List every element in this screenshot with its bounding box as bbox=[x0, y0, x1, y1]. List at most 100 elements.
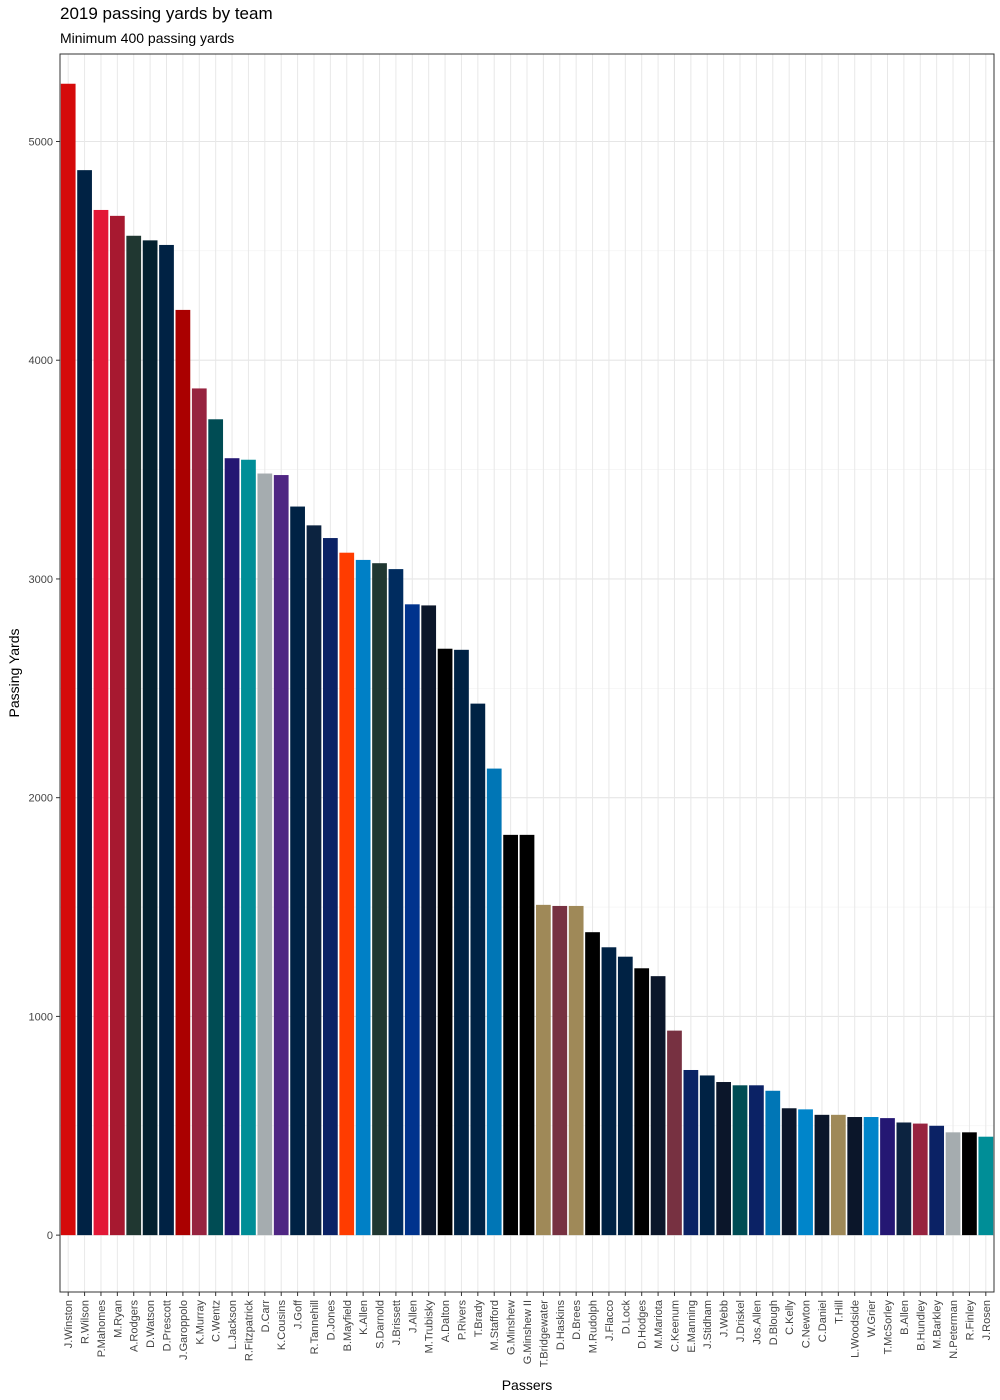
x-tick-label: J.Rosen bbox=[981, 1300, 993, 1340]
bar-k-murray bbox=[191, 388, 207, 1236]
bar-b-hundley bbox=[912, 1123, 928, 1236]
chart-subtitle: Minimum 400 passing yards bbox=[60, 30, 235, 46]
bar-k-allen bbox=[355, 559, 371, 1236]
x-tick-label: Jos.Allen bbox=[751, 1300, 763, 1345]
bar-m-rudolph bbox=[585, 932, 600, 1236]
bar-d-lock bbox=[617, 956, 633, 1236]
x-tick-label: J.Brissett bbox=[391, 1300, 403, 1345]
x-tick-label: R.Wilson bbox=[80, 1300, 92, 1344]
bar-m-stafford bbox=[486, 768, 502, 1236]
x-tick-label: R.Fitzpatrick bbox=[243, 1300, 255, 1362]
y-tick-label: 1000 bbox=[29, 1011, 53, 1023]
bar-c-wentz bbox=[208, 419, 224, 1236]
x-tick-label: D.Haskins bbox=[555, 1300, 567, 1351]
x-tick-label: C.Daniel bbox=[817, 1300, 829, 1342]
x-tick-label: T.McSorley bbox=[882, 1300, 894, 1355]
bar-j-goff bbox=[290, 506, 305, 1236]
x-tick-label: M.Trubisky bbox=[424, 1300, 436, 1354]
y-tick-label: 0 bbox=[47, 1230, 53, 1242]
bar-e-manning bbox=[683, 1069, 699, 1236]
x-tick-label: B.Allen bbox=[899, 1300, 911, 1335]
x-tick-label: N.Peterman bbox=[948, 1300, 960, 1359]
bar-j-winston bbox=[60, 83, 76, 1236]
bar-b-allen bbox=[896, 1122, 912, 1236]
y-tick-label: 3000 bbox=[29, 574, 53, 586]
bar-j-flacco bbox=[601, 947, 617, 1236]
x-tick-label: T.Brady bbox=[473, 1300, 485, 1338]
x-tick-label: J.Winston bbox=[63, 1300, 75, 1348]
bar-k-cousins bbox=[273, 475, 289, 1236]
bar-g-minshew bbox=[503, 834, 518, 1236]
bar-s-darnold bbox=[372, 563, 387, 1236]
x-tick-label: E.Manning bbox=[686, 1300, 698, 1353]
x-tick-label: P.Mahomes bbox=[96, 1300, 108, 1358]
x-tick-label: W.Grier bbox=[866, 1300, 878, 1338]
bar-c-daniel bbox=[814, 1114, 830, 1236]
bar-j-webb bbox=[716, 1082, 732, 1236]
x-tick-label: D.Lock bbox=[620, 1300, 632, 1335]
x-axis-ticks: J.Winston R.Wilson P.Mahomes M.Ryan A.Rodger… bbox=[63, 1292, 993, 1367]
x-tick-label: J.Garoppolo bbox=[178, 1300, 190, 1360]
x-tick-label: G.Minshew II bbox=[522, 1300, 534, 1364]
y-tick-label: 2000 bbox=[29, 793, 53, 805]
x-tick-label: G.Minshew bbox=[506, 1300, 518, 1355]
x-tick-label: C.Kelly bbox=[784, 1300, 796, 1335]
bar-t-mcsorley bbox=[880, 1118, 895, 1236]
bar-p-rivers bbox=[454, 649, 469, 1236]
bar-j-garoppolo bbox=[175, 309, 191, 1236]
x-tick-label: S.Darnold bbox=[375, 1300, 387, 1349]
x-tick-label: M.Mariota bbox=[653, 1299, 665, 1349]
bar-d-haskins bbox=[552, 905, 568, 1236]
x-tick-label: M.Stafford bbox=[489, 1300, 501, 1351]
bar-d-jones bbox=[322, 538, 338, 1236]
bars bbox=[60, 83, 994, 1236]
x-tick-label: D.Carr bbox=[260, 1300, 272, 1333]
x-tick-label: K.Murray bbox=[194, 1300, 206, 1345]
x-tick-label: J.Allen bbox=[407, 1300, 419, 1333]
bar-r-tannehill bbox=[306, 525, 322, 1236]
bar-d-watson bbox=[142, 240, 158, 1236]
bar-d-blough bbox=[765, 1090, 781, 1236]
bar-d-hodges bbox=[634, 968, 650, 1236]
x-axis-title: Passers bbox=[502, 1377, 553, 1393]
bar-t-bridgewater bbox=[536, 904, 551, 1236]
bar-d-prescott bbox=[159, 244, 174, 1236]
bar-n-peterman bbox=[945, 1132, 961, 1236]
bar-t-hill bbox=[830, 1114, 846, 1236]
chart-title: 2019 passing yards by team bbox=[60, 4, 273, 23]
x-tick-label: J.Goff bbox=[293, 1299, 305, 1329]
bar-g-minshew-ii bbox=[519, 834, 535, 1236]
x-tick-label: K.Cousins bbox=[276, 1300, 288, 1351]
x-tick-label: J.Flacco bbox=[604, 1300, 616, 1341]
bar-w-grier bbox=[863, 1117, 879, 1236]
x-tick-label: T.Hill bbox=[833, 1300, 845, 1324]
x-tick-label: D.Prescott bbox=[162, 1300, 174, 1351]
bar-r-wilson bbox=[77, 170, 92, 1236]
bar-l-woodside bbox=[847, 1117, 863, 1236]
x-tick-label: M.Rudolph bbox=[588, 1300, 600, 1353]
x-tick-label: B.Mayfield bbox=[342, 1300, 354, 1351]
bar-c-kelly bbox=[781, 1108, 797, 1236]
x-tick-label: M.Barkley bbox=[932, 1300, 944, 1349]
x-tick-label: T.Bridgewater bbox=[538, 1300, 550, 1368]
y-axis-title: Passing Yards bbox=[6, 629, 22, 718]
y-tick-label: 4000 bbox=[29, 355, 53, 367]
x-tick-label: P.Rivers bbox=[456, 1300, 468, 1341]
x-tick-label: M.Ryan bbox=[112, 1300, 124, 1338]
bar-m-trubisky bbox=[421, 605, 437, 1236]
x-tick-label: D.Jones bbox=[325, 1300, 337, 1341]
bar-jos-allen bbox=[749, 1085, 764, 1236]
bar-m-ryan bbox=[109, 215, 125, 1236]
x-tick-label: J.Webb bbox=[719, 1300, 731, 1337]
bar-p-mahomes bbox=[93, 209, 109, 1236]
bar-j-brissett bbox=[388, 569, 404, 1236]
bar-l-jackson bbox=[224, 458, 240, 1236]
x-tick-label: L.Woodside bbox=[850, 1300, 862, 1358]
bar-d-carr bbox=[257, 473, 273, 1236]
x-tick-label: C.Wentz bbox=[211, 1300, 223, 1342]
x-tick-label: K.Allen bbox=[358, 1300, 370, 1335]
bar-m-barkley bbox=[929, 1125, 945, 1236]
bar-j-stidham bbox=[699, 1075, 715, 1236]
x-tick-label: L.Jackson bbox=[227, 1300, 239, 1350]
